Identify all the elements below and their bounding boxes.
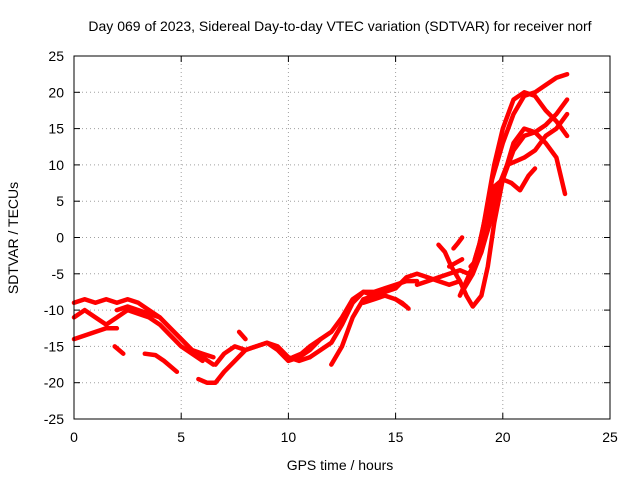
y-tick-label-20: 20	[48, 84, 64, 100]
series-track-t	[472, 166, 538, 262]
series-track-e	[112, 344, 126, 356]
y-tick-label--10: -10	[44, 302, 64, 318]
axis-tick-labels: 0 5 10 15 20 25 -25 -20 -15 -10 -5 0 5 10 15 20 25	[44, 48, 618, 445]
series-track-s	[461, 111, 570, 291]
y-tick-label-5: 5	[56, 193, 64, 209]
chart-title: Day 069 of 2023, Sidereal Day-to-day VTE…	[88, 18, 591, 34]
x-tick-label-10: 10	[281, 429, 297, 445]
axis-ticks	[73, 55, 611, 420]
y-tick-label--25: -25	[44, 411, 64, 427]
series-track-p	[436, 126, 568, 309]
y-tick-label--15: -15	[44, 338, 64, 354]
series-track-u	[446, 257, 465, 269]
series-track-d	[114, 304, 216, 360]
y-tick-label--5: -5	[52, 266, 65, 282]
x-tick-label-15: 15	[388, 429, 404, 445]
x-tick-label-25: 25	[602, 429, 618, 445]
series-track-l	[329, 271, 463, 367]
series-track-i	[236, 329, 248, 342]
x-axis-label: GPS time / hours	[287, 457, 394, 473]
series-track-f	[142, 351, 180, 375]
series-track-v	[451, 235, 465, 251]
y-axis-label: SDTVAR / TECUs	[5, 182, 21, 294]
x-tick-label-20: 20	[495, 429, 511, 445]
y-tick-label-25: 25	[48, 48, 64, 64]
series-track-b	[71, 307, 205, 364]
y-tick-label-10: 10	[48, 157, 64, 173]
x-tick-label-5: 5	[177, 429, 185, 445]
y-tick-label--20: -20	[44, 375, 64, 391]
x-tick-label-0: 0	[70, 429, 78, 445]
y-tick-label-0: 0	[56, 230, 64, 246]
y-tick-label-15: 15	[48, 121, 64, 137]
series-track-c	[71, 326, 120, 342]
series-track-n	[393, 296, 411, 311]
data-series	[71, 71, 570, 385]
